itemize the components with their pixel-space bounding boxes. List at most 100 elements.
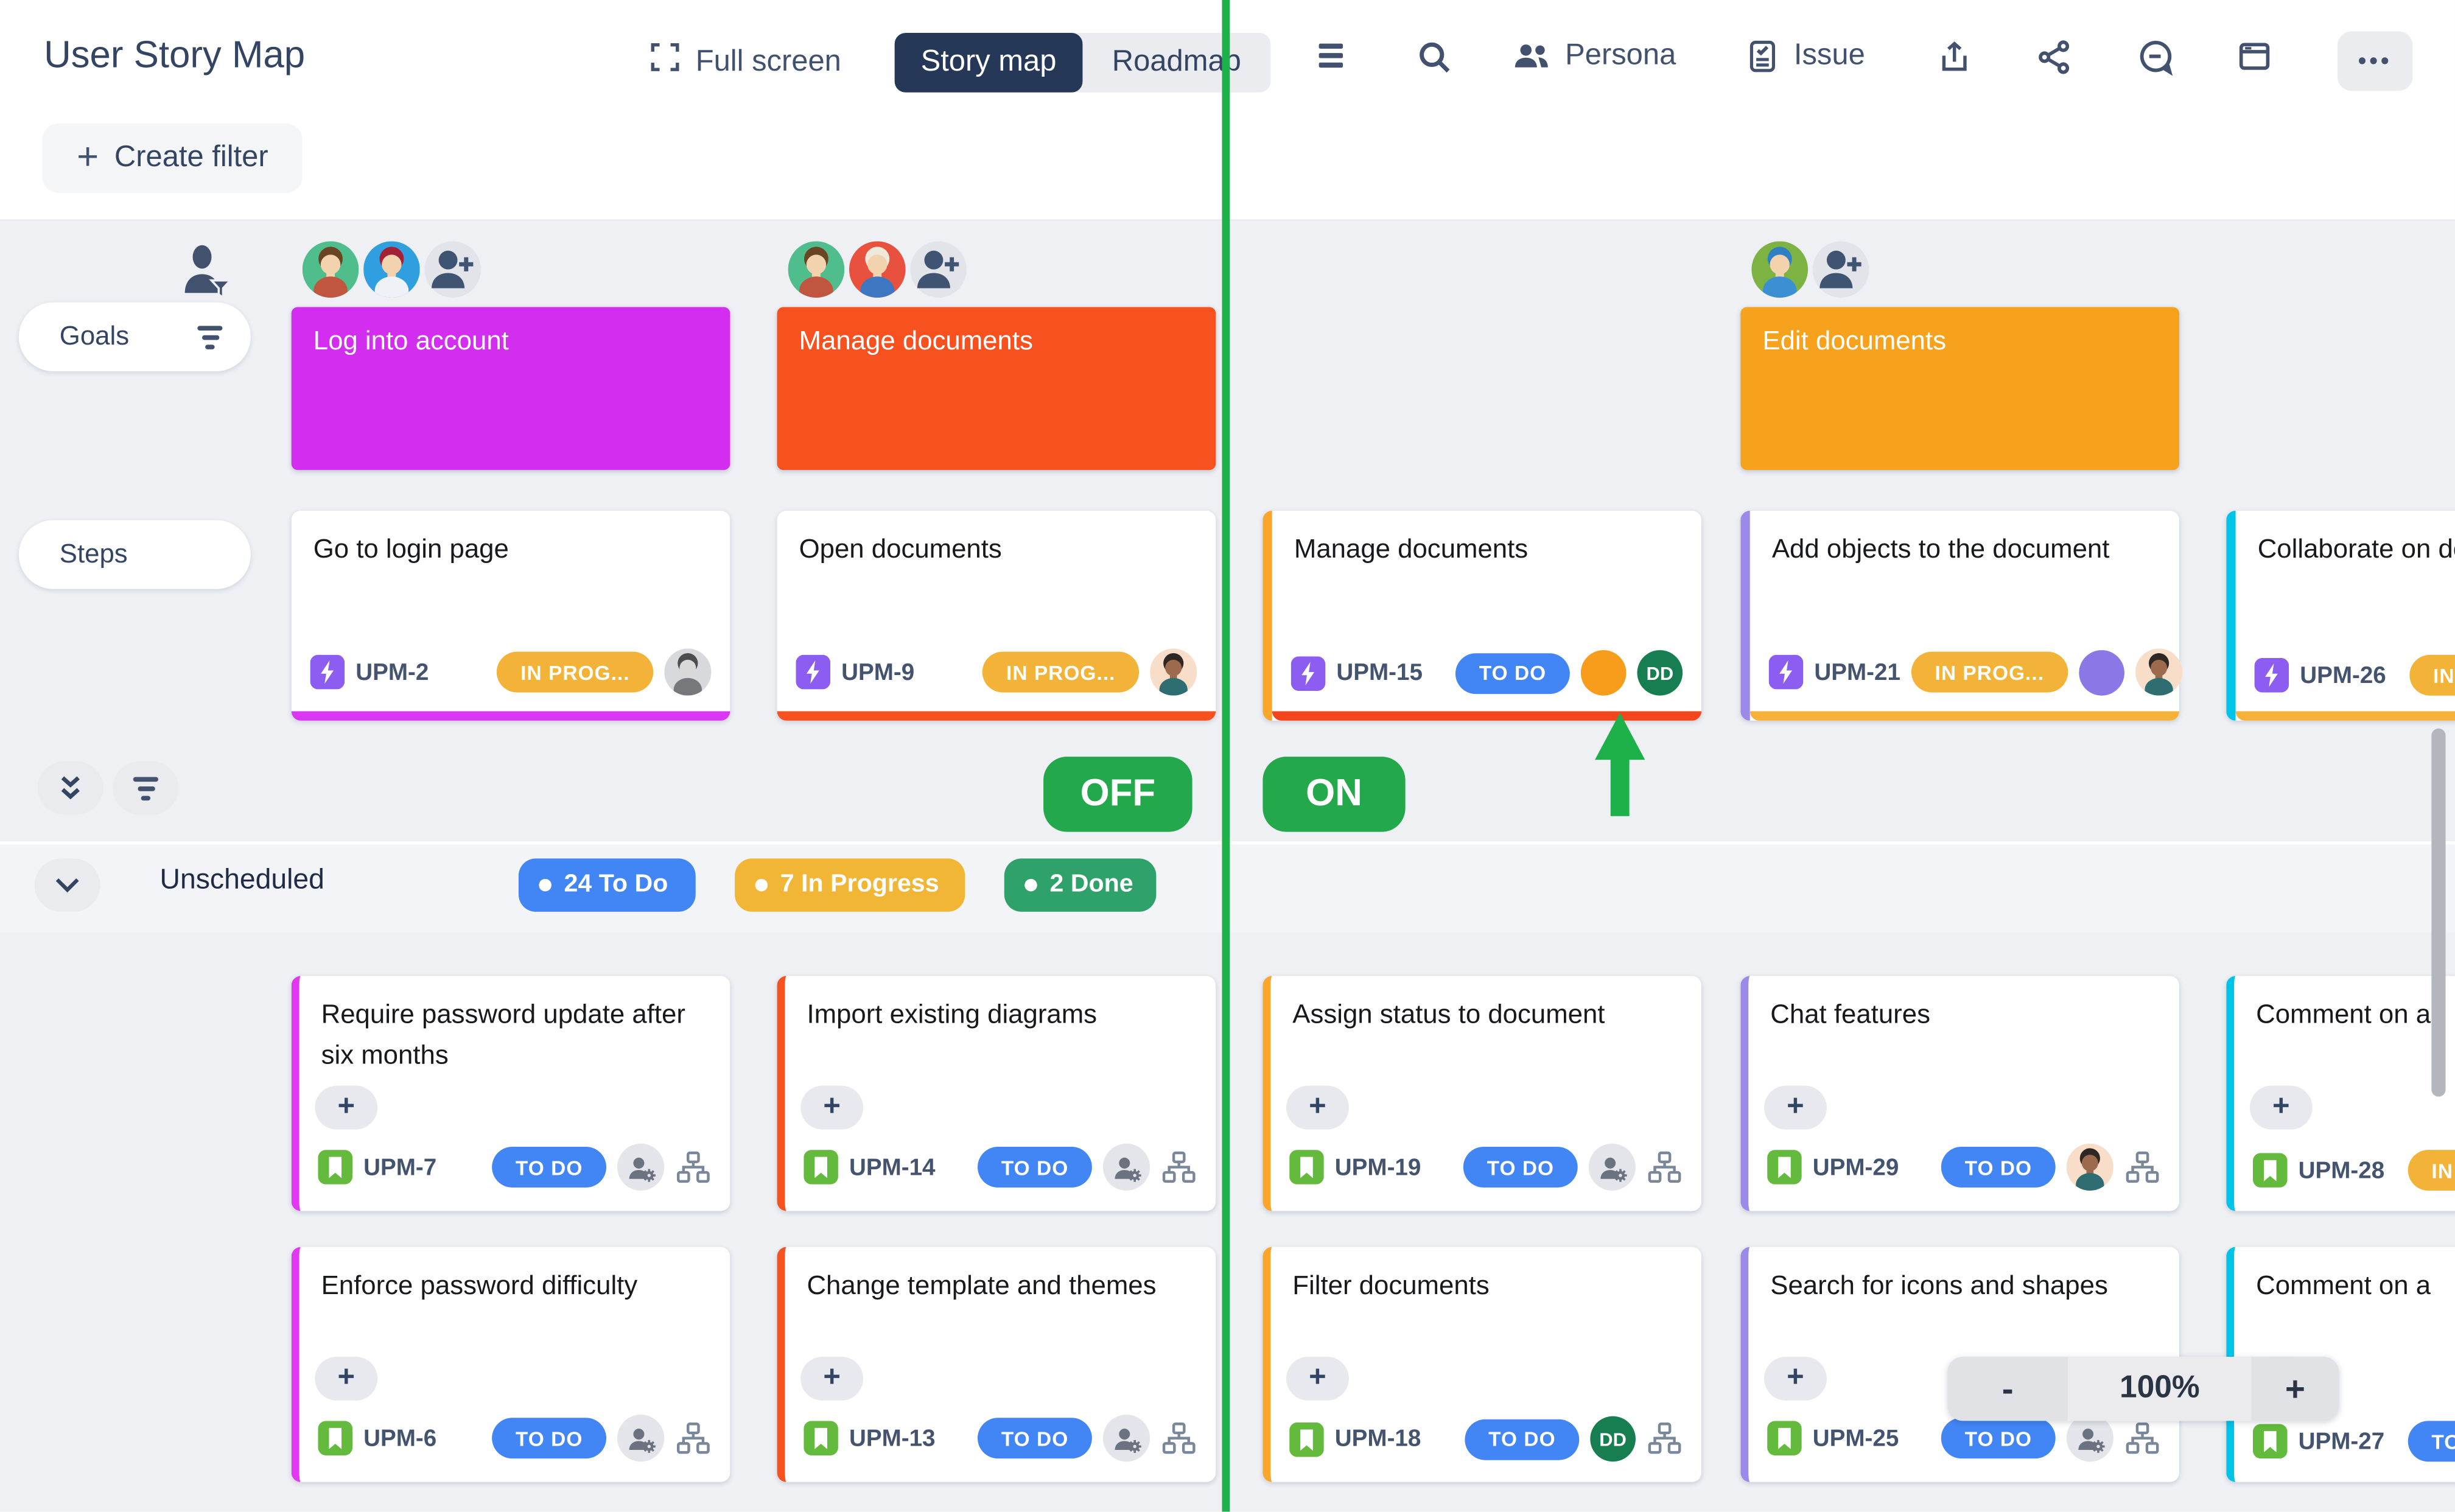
status-pill[interactable]: IN PROG... — [497, 651, 654, 693]
status-pill[interactable]: TO DO — [1465, 1418, 1580, 1460]
hierarchy-icon[interactable] — [675, 1149, 711, 1185]
status-pill[interactable]: IN PROG... — [2408, 1150, 2455, 1191]
board-rows-button[interactable] — [1313, 38, 1349, 74]
story-card[interactable]: Import existing diagrams + UPM-14 TO DO — [777, 976, 1216, 1211]
assign-user-icon[interactable] — [2066, 1415, 2114, 1462]
story-card[interactable]: Require password update after six months… — [291, 976, 730, 1211]
done-count-badge[interactable]: 2 Done — [1004, 858, 1157, 912]
assignee-avatar[interactable] — [2135, 649, 2182, 696]
persona-button[interactable]: Persona — [1512, 38, 1676, 75]
feedback-button[interactable] — [2135, 38, 2174, 77]
status-pill[interactable]: TO DO — [1941, 1418, 2056, 1459]
assignee-avatar[interactable] — [2067, 1144, 2114, 1191]
more-menu-button[interactable]: ••• — [2337, 31, 2413, 91]
add-button[interactable]: + — [315, 1085, 378, 1130]
story-card[interactable]: Filter documents + UPM-18 TO DO DD — [1263, 1247, 1702, 1482]
toggle-on[interactable]: ON — [1263, 757, 1406, 832]
step-card[interactable]: Manage documents UPM-15 TO DO DD — [1263, 511, 1702, 721]
hierarchy-icon[interactable] — [2124, 1420, 2160, 1456]
assign-user-icon[interactable] — [617, 1415, 665, 1462]
steps-row-header[interactable]: Steps — [18, 520, 251, 589]
add-button[interactable]: + — [1286, 1356, 1349, 1401]
goal-card[interactable]: Manage documents — [777, 307, 1216, 471]
status-pill[interactable]: TO DO — [1941, 1146, 2056, 1188]
goals-row-header[interactable]: Goals — [18, 302, 251, 371]
tab-roadmap[interactable]: Roadmap — [1112, 45, 1241, 79]
avatar-bearded-man[interactable] — [303, 241, 359, 298]
step-card[interactable]: Collaborate on doc UPM-26 IN PROG... — [2226, 511, 2455, 721]
status-pill[interactable]: IN PROG... — [982, 651, 1140, 693]
hierarchy-icon[interactable] — [2124, 1149, 2160, 1185]
share-button[interactable] — [2035, 38, 2073, 77]
avatar-redhair-woman[interactable] — [363, 241, 420, 298]
avatar-bearded-man[interactable] — [788, 241, 845, 298]
persona-filter-icon[interactable] — [182, 243, 233, 307]
inprogress-count-badge[interactable]: 7 In Progress — [735, 858, 965, 912]
step-card[interactable]: Add objects to the document UPM-21 IN PR… — [1740, 511, 2179, 721]
story-card[interactable]: Change template and themes + UPM-13 TO D… — [777, 1247, 1216, 1482]
todo-count-badge[interactable]: 24 To Do — [518, 858, 696, 912]
status-pill[interactable]: TO DO — [492, 1418, 607, 1459]
status-pill[interactable]: TO DO — [1463, 1146, 1578, 1188]
filter-icon[interactable] — [197, 325, 223, 349]
assign-user-icon[interactable] — [1588, 1143, 1636, 1191]
avatar-cap-woman[interactable] — [1751, 241, 1808, 298]
step-card[interactable]: Open documents UPM-9 IN PROG... — [777, 511, 1216, 721]
issue-button[interactable]: Issue — [1744, 38, 1865, 75]
assignee-initials-badge[interactable]: DD — [1590, 1416, 1636, 1462]
hierarchy-icon[interactable] — [1647, 1149, 1683, 1185]
add-button[interactable]: + — [315, 1356, 378, 1401]
persona-dot[interactable] — [2078, 649, 2124, 695]
status-pill[interactable]: IN PROG... — [1911, 651, 2068, 693]
goal-card[interactable]: Edit documents — [1740, 307, 2180, 471]
add-persona-button[interactable] — [1812, 241, 1869, 298]
assign-user-icon[interactable] — [1102, 1143, 1150, 1191]
panel-button[interactable] — [2236, 38, 2274, 75]
issue-key: UPM-14 — [849, 1153, 936, 1181]
hierarchy-icon[interactable] — [1647, 1421, 1683, 1457]
avatar-old-man[interactable] — [849, 241, 906, 298]
add-persona-button[interactable] — [424, 241, 482, 298]
assign-user-icon[interactable] — [1102, 1415, 1150, 1462]
add-button[interactable]: + — [800, 1356, 864, 1401]
zoom-in-button[interactable]: + — [2251, 1356, 2339, 1421]
assignee-avatar[interactable] — [664, 649, 711, 696]
story-card[interactable]: Chat features + UPM-29 TO DO — [1740, 976, 2180, 1211]
story-card[interactable]: Enforce password difficulty + UPM-6 TO D… — [291, 1247, 730, 1482]
hierarchy-icon[interactable] — [1161, 1149, 1197, 1185]
vertical-scrollbar[interactable] — [2431, 728, 2446, 1097]
hierarchy-icon[interactable] — [675, 1420, 711, 1456]
add-button[interactable]: + — [1286, 1085, 1349, 1130]
status-pill[interactable]: TO DO — [978, 1418, 1092, 1459]
assignee-initials-badge[interactable]: DD — [1637, 650, 1683, 696]
add-button[interactable]: + — [1763, 1085, 1827, 1130]
toggle-off[interactable]: OFF — [1043, 757, 1192, 832]
full-screen-button[interactable]: Full screen — [649, 41, 841, 83]
assignee-avatar[interactable] — [1150, 649, 1197, 696]
add-button[interactable]: + — [800, 1085, 864, 1130]
step-card[interactable]: Go to login page UPM-2 IN PROG... — [291, 511, 730, 721]
hierarchy-icon[interactable] — [1161, 1420, 1197, 1456]
section-collapse-button[interactable] — [34, 858, 100, 912]
status-pill[interactable]: TO DO — [978, 1146, 1092, 1188]
add-button[interactable]: + — [1763, 1356, 1827, 1401]
assign-user-icon[interactable] — [617, 1143, 665, 1191]
step-title: Manage documents — [1294, 534, 1529, 564]
status-pill[interactable]: TO DO — [1455, 652, 1570, 693]
add-button[interactable]: + — [2249, 1085, 2313, 1130]
create-filter-button[interactable]: + Create filter — [42, 124, 303, 193]
story-card[interactable]: Comment on a + UPM-28 IN PROG... — [2226, 976, 2455, 1211]
status-pill[interactable]: TO DO — [2408, 1421, 2455, 1462]
persona-dot[interactable] — [1580, 650, 1627, 696]
zoom-out-button[interactable]: - — [1947, 1356, 2068, 1421]
status-pill[interactable]: IN PROG... — [2409, 654, 2455, 696]
goal-card[interactable]: Log into account — [291, 307, 730, 471]
filter-button[interactable] — [113, 761, 179, 815]
search-button[interactable] — [1415, 38, 1454, 77]
story-card[interactable]: Assign status to document + UPM-19 TO DO — [1263, 976, 1702, 1211]
export-button[interactable] — [1936, 38, 1972, 77]
tab-story-map[interactable]: Story map — [894, 33, 1083, 93]
collapse-all-button[interactable] — [37, 761, 103, 815]
add-persona-button[interactable] — [910, 241, 967, 298]
status-pill[interactable]: TO DO — [492, 1146, 607, 1188]
